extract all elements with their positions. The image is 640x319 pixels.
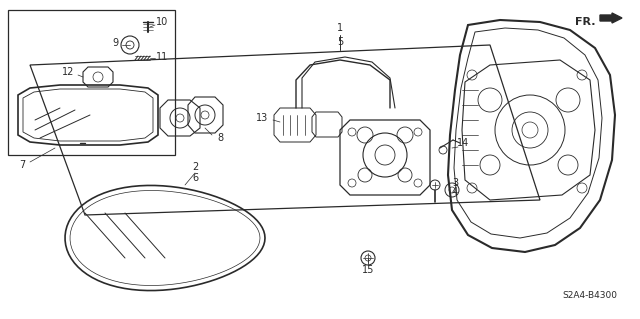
Text: 4: 4	[452, 187, 458, 197]
Text: 11: 11	[156, 52, 168, 62]
Text: 2: 2	[192, 162, 198, 172]
Text: 7: 7	[19, 160, 25, 170]
Text: 5: 5	[337, 37, 343, 47]
Text: 6: 6	[192, 173, 198, 183]
Text: FR.: FR.	[575, 17, 595, 27]
Text: 14: 14	[457, 138, 469, 148]
Text: 13: 13	[256, 113, 268, 123]
Text: 12: 12	[62, 67, 74, 77]
Text: 15: 15	[362, 265, 374, 275]
Text: 9: 9	[112, 38, 118, 48]
Text: 1: 1	[337, 23, 343, 33]
Text: 8: 8	[217, 133, 223, 143]
Text: 3: 3	[452, 178, 458, 188]
Text: 10: 10	[156, 17, 168, 27]
FancyArrow shape	[600, 13, 622, 23]
Text: S2A4-B4300: S2A4-B4300	[563, 291, 618, 300]
